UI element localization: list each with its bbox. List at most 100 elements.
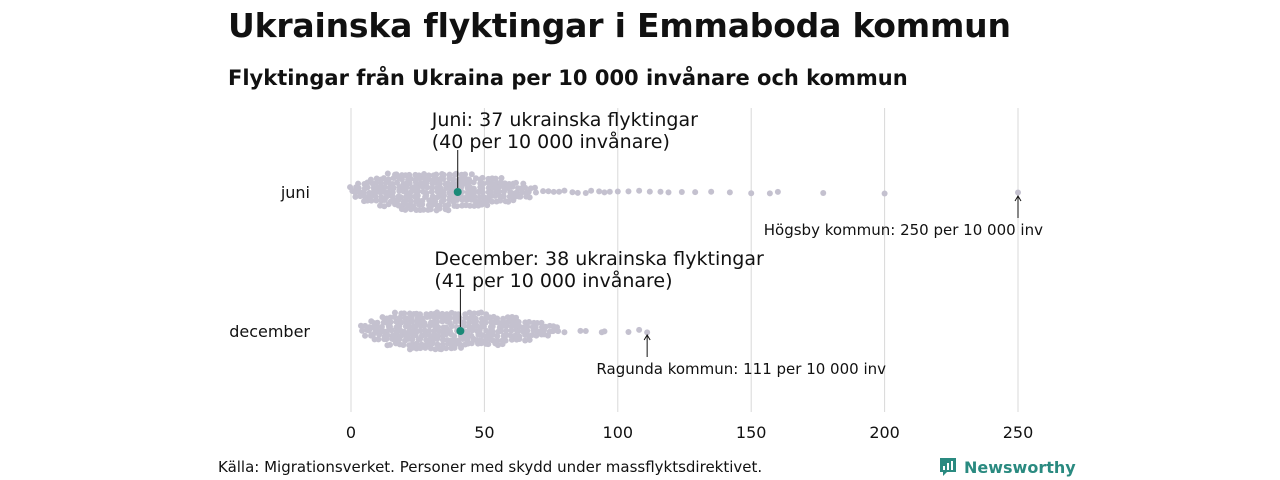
x-tick-label: 0: [346, 423, 356, 442]
data-point: [636, 187, 643, 194]
data-point: [425, 172, 432, 179]
data-point: [470, 185, 477, 192]
data-point: [625, 188, 632, 195]
data-point: [402, 206, 409, 213]
data-point: [393, 171, 400, 178]
data-point: [678, 189, 685, 196]
data-point: [417, 335, 424, 342]
data-point: [372, 180, 379, 187]
data-point: [436, 193, 443, 200]
data-point: [445, 201, 452, 208]
data-point: [439, 336, 446, 343]
data-point: [391, 314, 398, 321]
data-point: [582, 327, 589, 334]
brand-name: Newsworthy: [964, 457, 1076, 477]
data-point: [414, 192, 421, 199]
data-point: [468, 340, 475, 347]
data-point: [500, 315, 507, 322]
data-point: [420, 206, 427, 213]
data-point: [421, 170, 428, 177]
data-point: [512, 179, 519, 186]
highlight-point: [456, 327, 465, 335]
data-point: [480, 180, 487, 187]
data-point: [515, 185, 522, 192]
data-point: [475, 188, 482, 195]
data-point: [355, 185, 362, 192]
data-point: [522, 184, 529, 191]
data-point: [538, 319, 545, 326]
data-point: [385, 176, 392, 183]
data-point: [561, 187, 568, 194]
data-point: [387, 341, 394, 348]
x-tick-label: 100: [603, 423, 634, 442]
data-point: [407, 198, 414, 205]
data-point: [374, 324, 381, 331]
data-point: [396, 336, 403, 343]
data-point: [526, 336, 533, 343]
data-point: [466, 202, 473, 209]
data-point: [508, 336, 515, 343]
data-point: [359, 327, 366, 334]
data-point: [453, 170, 460, 177]
data-point: [472, 198, 479, 205]
data-point: [413, 340, 420, 347]
data-point: [478, 201, 485, 208]
data-point: [454, 203, 461, 210]
data-point: [472, 315, 479, 322]
data-point: [574, 189, 581, 196]
data-point: [445, 207, 452, 214]
data-point: [385, 201, 392, 208]
data-point: [386, 323, 393, 330]
data-point: [479, 174, 486, 181]
data-point: [376, 331, 383, 338]
data-point: [561, 329, 568, 336]
data-point: [540, 188, 547, 195]
data-point: [479, 185, 486, 192]
data-point: [569, 189, 576, 196]
data-point: [440, 171, 447, 178]
data-point: [409, 336, 416, 343]
data-point: [708, 188, 715, 195]
data-point: [601, 328, 608, 335]
data-point: [478, 309, 485, 316]
data-point: [472, 175, 479, 182]
max-arrowhead: [1014, 195, 1022, 202]
data-point: [498, 174, 505, 181]
data-point: [501, 188, 508, 195]
data-point: [387, 319, 394, 326]
max-arrowhead: [643, 334, 651, 341]
data-point: [440, 192, 447, 199]
data-point: [429, 193, 436, 200]
data-point: [352, 193, 359, 200]
data-point: [820, 189, 827, 196]
data-point: [484, 202, 491, 209]
data-point: [362, 332, 369, 339]
data-point: [424, 184, 431, 191]
data-point: [510, 319, 517, 326]
data-point: [397, 194, 404, 201]
data-point: [491, 192, 498, 199]
data-point: [726, 189, 733, 196]
data-point: [406, 193, 413, 200]
data-point: [526, 318, 533, 325]
data-point: [398, 319, 405, 326]
data-point: [657, 188, 664, 195]
data-point: [415, 188, 422, 195]
x-tick-label: 150: [736, 423, 767, 442]
data-point: [504, 314, 511, 321]
data-point: [471, 193, 478, 200]
data-point: [439, 310, 446, 317]
data-point: [370, 331, 377, 338]
data-point: [492, 175, 499, 182]
data-point: [596, 188, 603, 195]
data-point: [460, 319, 467, 326]
data-point: [433, 171, 440, 178]
data-point: [381, 184, 388, 191]
data-point: [355, 180, 362, 187]
data-point: [494, 342, 501, 349]
max-label: Högsby kommun: 250 per 10 000 inv: [764, 221, 1043, 239]
data-point: [588, 187, 595, 194]
data-point: [665, 189, 672, 196]
data-point: [458, 344, 465, 351]
brand-logo: Newsworthy: [938, 456, 1076, 478]
